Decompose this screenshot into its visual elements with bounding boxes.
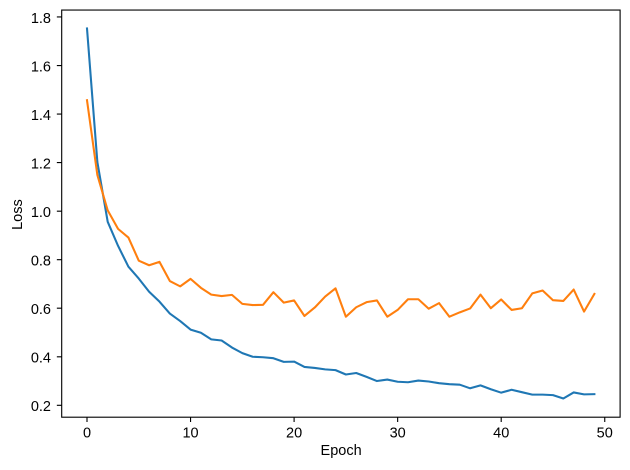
svg-text:0.6: 0.6 (31, 302, 51, 318)
svg-text:0.4: 0.4 (31, 351, 51, 367)
svg-text:Loss: Loss (10, 199, 26, 230)
svg-text:1.6: 1.6 (31, 59, 51, 75)
svg-text:0.2: 0.2 (31, 399, 51, 415)
svg-text:30: 30 (390, 426, 406, 442)
svg-text:Epoch: Epoch (321, 443, 362, 459)
svg-text:10: 10 (182, 426, 198, 442)
svg-text:1.8: 1.8 (31, 11, 51, 27)
svg-text:20: 20 (286, 426, 302, 442)
svg-text:0.8: 0.8 (31, 253, 51, 269)
svg-text:1.0: 1.0 (31, 205, 51, 221)
svg-text:0: 0 (83, 426, 91, 442)
svg-text:1.2: 1.2 (31, 156, 51, 172)
svg-text:40: 40 (493, 426, 509, 442)
svg-text:50: 50 (597, 426, 613, 442)
svg-text:1.4: 1.4 (31, 108, 51, 124)
